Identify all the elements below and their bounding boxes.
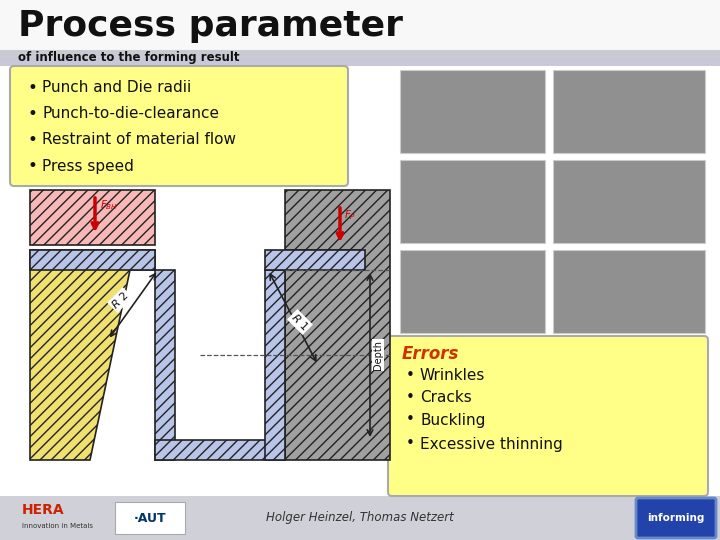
Text: Process parameter: Process parameter (18, 9, 403, 43)
Bar (265, 270, 285, 460)
Bar (0, 0, 720, 50)
Polygon shape (30, 190, 155, 245)
Bar (30, 250, 155, 270)
Text: •: • (406, 390, 415, 406)
Text: Press speed: Press speed (42, 159, 134, 173)
Text: ·AUT: ·AUT (134, 511, 166, 524)
Bar (400, 70, 545, 153)
Text: Wrinkles: Wrinkles (420, 368, 485, 383)
FancyBboxPatch shape (388, 336, 708, 496)
Text: $F_P$: $F_P$ (344, 208, 356, 222)
Bar (115, 502, 185, 534)
Text: •: • (28, 105, 38, 123)
Polygon shape (285, 190, 390, 460)
Text: Errors: Errors (402, 345, 459, 363)
Bar (400, 160, 545, 243)
Text: Buckling: Buckling (420, 413, 485, 428)
Text: •: • (28, 79, 38, 97)
Text: Punch-to-die-clearance: Punch-to-die-clearance (42, 106, 219, 122)
Text: •: • (406, 368, 415, 383)
Text: Innovation in Metals: Innovation in Metals (22, 523, 93, 529)
FancyBboxPatch shape (636, 498, 716, 538)
Bar (0, 50, 720, 66)
Text: Excessive thinning: Excessive thinning (420, 436, 563, 451)
Bar (265, 250, 365, 270)
Bar (553, 70, 705, 153)
Text: Cracks: Cracks (420, 390, 472, 406)
FancyBboxPatch shape (10, 66, 348, 186)
Text: Depth: Depth (373, 340, 383, 370)
Text: Punch and Die radii: Punch and Die radii (42, 80, 192, 96)
Bar (553, 250, 705, 333)
Bar (553, 160, 705, 243)
Text: $R\ 1$: $R\ 1$ (289, 311, 311, 333)
Text: Holger Heinzel, Thomas Netzert: Holger Heinzel, Thomas Netzert (266, 511, 454, 524)
Bar (0, 496, 720, 540)
Text: $F_{BH}$: $F_{BH}$ (100, 198, 118, 212)
Text: •: • (28, 131, 38, 149)
Text: informing: informing (647, 513, 705, 523)
Bar (155, 270, 175, 460)
Text: Restraint of material flow: Restraint of material flow (42, 132, 236, 147)
Text: •: • (28, 157, 38, 175)
Polygon shape (30, 250, 155, 460)
Bar (155, 440, 285, 460)
Text: •: • (406, 436, 415, 451)
Text: of influence to the forming result: of influence to the forming result (18, 51, 240, 64)
Text: HERA: HERA (22, 503, 65, 517)
Text: •: • (406, 413, 415, 428)
Bar (400, 250, 545, 333)
Text: $R\ 2$: $R\ 2$ (109, 289, 131, 311)
